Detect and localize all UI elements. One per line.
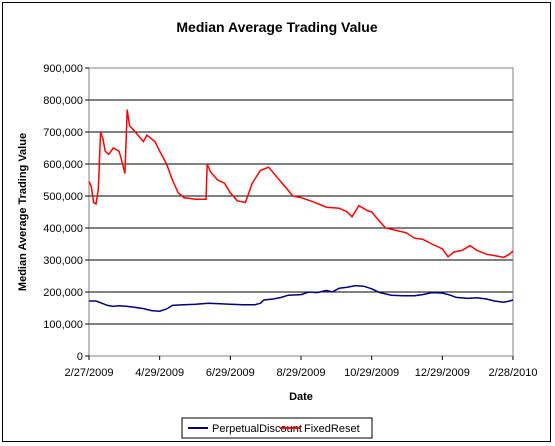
y-tick-label: 400,000 bbox=[43, 223, 83, 235]
x-axis: 2/27/2009 4/29/2009 6/29/2009 8/29/2009 10/2… bbox=[65, 356, 538, 379]
x-tick-label: 6/29/2009 bbox=[206, 367, 255, 379]
gridlines bbox=[89, 67, 513, 325]
x-axis-title: Date bbox=[289, 391, 313, 403]
y-tick-label: 100,000 bbox=[43, 319, 83, 331]
series-line-perpetualdiscount bbox=[89, 284, 514, 312]
x-tick-label: 10/29/2009 bbox=[344, 367, 399, 379]
y-tick-label: 300,000 bbox=[43, 255, 83, 267]
legend-box bbox=[181, 417, 373, 439]
y-tick-label: 700,000 bbox=[43, 127, 83, 139]
x-tick-label: 2/27/2009 bbox=[65, 367, 114, 379]
plot-area bbox=[88, 67, 514, 357]
y-tick-label: 600,000 bbox=[43, 159, 83, 171]
x-tick-label: 4/29/2009 bbox=[135, 367, 184, 379]
legend-label-perpetualdiscount: PerpetualDiscount bbox=[212, 423, 302, 435]
y-tick-label: 0 bbox=[77, 351, 83, 363]
y-axis: 0 100,000 200,000 300,000 400,000 500,000 600,… bbox=[43, 63, 89, 363]
series-line-fixedreset bbox=[88, 109, 514, 259]
series-lines bbox=[88, 109, 514, 312]
x-tick-label: 12/29/2009 bbox=[415, 367, 470, 379]
y-axis-title: Median Average Trading Value bbox=[17, 133, 29, 291]
y-tick-label: 200,000 bbox=[43, 287, 83, 299]
y-tick-label: 900,000 bbox=[43, 63, 83, 75]
chart-frame bbox=[2, 2, 551, 442]
y-tick-label: 500,000 bbox=[43, 191, 83, 203]
legend: PerpetualDiscount FixedReset bbox=[181, 417, 373, 439]
x-tick-label: 2/28/2010 bbox=[489, 367, 538, 379]
x-tick-label: 8/29/2009 bbox=[277, 367, 326, 379]
legend-label-fixedreset: FixedReset bbox=[304, 423, 360, 435]
chart-title: Median Average Trading Value bbox=[176, 19, 377, 35]
y-tick-label: 800,000 bbox=[43, 95, 83, 107]
